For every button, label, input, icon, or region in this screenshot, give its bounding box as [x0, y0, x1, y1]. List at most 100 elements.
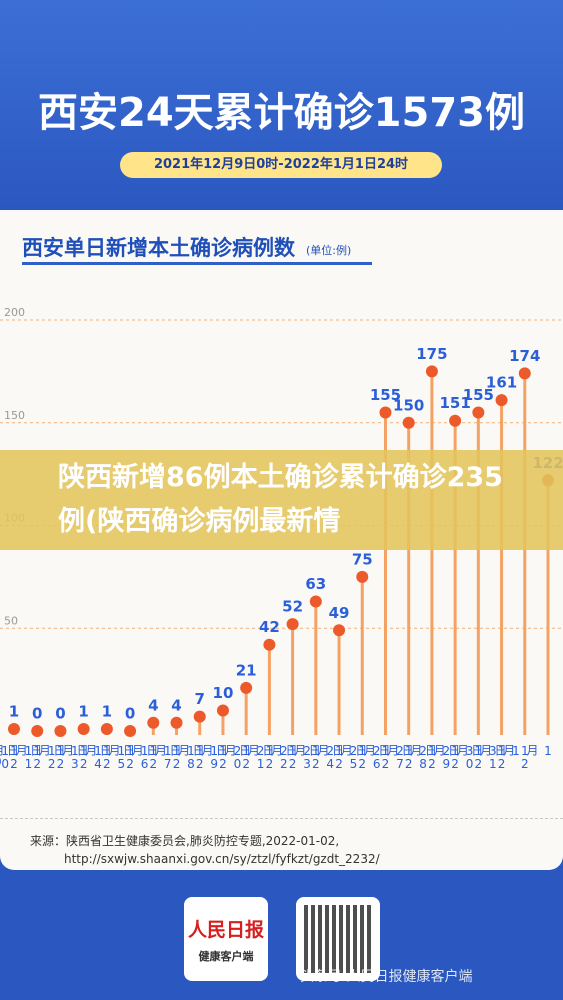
- x-tick-label: 1月1日: [493, 744, 555, 757]
- marker: [402, 416, 415, 429]
- x-tick-label: 12月26日: [353, 744, 416, 770]
- marker: [449, 414, 462, 427]
- banner: 陕西新增86例本土确诊累计确诊235例(陕西确诊病例最新情: [58, 462, 503, 537]
- x-tick-label: 12月19日: [191, 744, 254, 770]
- value-label: 75: [352, 550, 373, 568]
- x-tick-label: 12月9日: [0, 744, 21, 770]
- x-tick-label: 12月24日: [307, 744, 370, 770]
- marker: [77, 722, 90, 735]
- x-tick-label: 12月10日: [0, 744, 45, 770]
- value-label: 155: [370, 386, 401, 404]
- logo-sub: 健康客户端: [198, 950, 254, 963]
- marker: [54, 725, 67, 737]
- value-label: 0: [32, 705, 42, 723]
- value-label: 49: [329, 604, 350, 622]
- x-tick-label: 12月13日: [51, 744, 114, 770]
- value-label: 10: [213, 684, 234, 702]
- x-tick-label: 12月27日: [376, 744, 439, 770]
- value-label: 150: [393, 396, 424, 414]
- x-tick-label: 12月14日: [75, 744, 138, 770]
- value-label: 155: [463, 386, 494, 404]
- x-tick-label: 12月21日: [237, 744, 300, 770]
- value-label: 0: [55, 705, 65, 723]
- x-tick-label: 12月16日: [121, 744, 184, 770]
- banner-bg: [0, 450, 563, 550]
- value-label: 1: [102, 702, 112, 720]
- marker: [286, 618, 299, 631]
- marker: [124, 725, 137, 737]
- bar: [291, 624, 295, 735]
- bar: [360, 576, 364, 735]
- marker: [309, 595, 322, 608]
- unit: (单位:例): [306, 244, 352, 257]
- bar: [221, 710, 225, 735]
- x-tick-label: 12月15日: [98, 744, 161, 770]
- date-range: 2021年12月9日0时-2022年1月1日24时: [120, 152, 442, 178]
- marker: [100, 722, 113, 735]
- x-tick-label: 12月23日: [284, 744, 347, 770]
- source-line2: http://sxwjw.shaanxi.gov.cn/sy/ztzl/fyfk…: [64, 852, 380, 866]
- y-tick-label: 50: [4, 614, 18, 627]
- marker: [472, 406, 485, 419]
- value-label: 42: [259, 618, 280, 636]
- source-line1: 来源：陕西省卫生健康委员会,肺炎防控专题,2022-01-02,: [30, 834, 340, 848]
- marker: [495, 394, 508, 407]
- marker: [8, 722, 20, 735]
- value-label: 161: [486, 374, 517, 392]
- marker: [425, 365, 438, 378]
- bar: [175, 722, 179, 735]
- x-tick-label: 12月28日: [400, 744, 463, 770]
- marker: [263, 638, 276, 651]
- x-tick-label: 12月22日: [260, 744, 323, 770]
- qr-code: [304, 905, 372, 973]
- x-tick-label: 12月17日: [144, 744, 207, 770]
- chart-title: 西安单日新增本土确诊病例数: [22, 236, 295, 260]
- y-tick-label: 150: [4, 409, 25, 422]
- bar: [500, 400, 504, 735]
- x-tick-label: 12月18日: [167, 744, 230, 770]
- value-label: 52: [282, 598, 303, 616]
- bar: [453, 420, 457, 735]
- logo: 人民日报: [187, 919, 264, 941]
- x-tick-label: 12月20日: [214, 744, 277, 770]
- marker: [333, 624, 346, 637]
- bar: [198, 716, 202, 735]
- marker: [216, 704, 229, 717]
- x-tick-label: 12月30日: [446, 744, 509, 770]
- value-label: 1: [78, 702, 88, 720]
- x-tick-label: 12月31日: [469, 744, 532, 770]
- bar: [337, 630, 341, 735]
- x-tick-label: 12月29日: [423, 744, 486, 770]
- marker: [193, 710, 206, 723]
- x-tick-label: 12月25日: [330, 744, 393, 770]
- title-underline: [22, 262, 372, 265]
- divider: [0, 818, 563, 819]
- marker: [170, 716, 183, 729]
- value-label: 21: [236, 661, 257, 679]
- value-label: 151: [439, 394, 470, 412]
- value-label: 1: [9, 702, 19, 720]
- x-tick-label: 12月12日: [28, 744, 91, 770]
- bar: [151, 722, 155, 735]
- value-label: 4: [171, 696, 181, 714]
- bar: [314, 601, 318, 735]
- main-title: 西安24天累计确诊1573例: [38, 90, 525, 136]
- marker: [356, 570, 369, 583]
- value-label: 63: [305, 575, 326, 593]
- marker: [518, 367, 531, 380]
- value-label: 174: [509, 347, 540, 365]
- x-tick-label: 12月11日: [5, 744, 68, 770]
- qr-box: [296, 897, 380, 981]
- bar: [430, 371, 434, 735]
- marker: [31, 725, 44, 737]
- value-label: 7: [195, 690, 205, 708]
- y-tick-label: 200: [4, 306, 25, 319]
- bar: [407, 422, 411, 735]
- bar: [476, 412, 480, 735]
- bar: [383, 412, 387, 735]
- logo-box: 人民日报 健康客户端: [184, 897, 268, 981]
- watermark: 头条号 人民日报健康客户端: [300, 969, 473, 985]
- bar: [267, 644, 271, 735]
